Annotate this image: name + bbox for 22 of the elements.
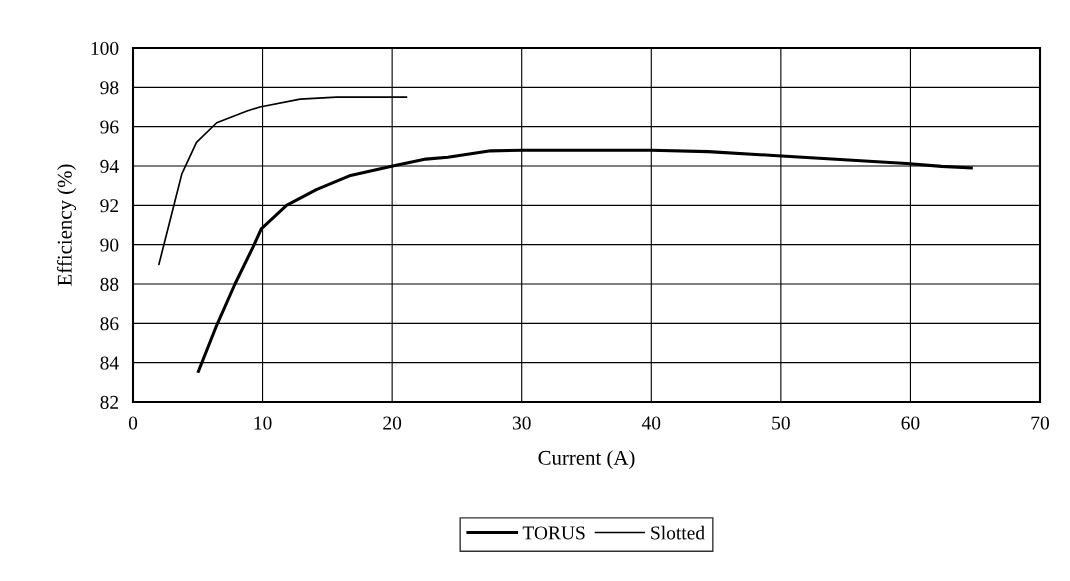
y-axis-title: Efficiency (%): [56, 164, 77, 286]
x-tick-label: 50: [772, 416, 790, 430]
x-tick-label: 60: [901, 416, 920, 430]
y-tick-label: 82: [100, 395, 119, 409]
x-axis-title: Current (A): [538, 450, 635, 470]
x-tick-label: 40: [641, 416, 661, 430]
y-tick-label: 96: [100, 120, 119, 134]
y-tick-label: 88: [100, 277, 119, 291]
y-tick-label: 90: [100, 238, 119, 252]
y-tick-label: 86: [100, 317, 119, 331]
legend-label: TORUS: [522, 526, 585, 540]
y-tick-label: 92: [100, 199, 119, 213]
y-tick-label: 100: [91, 41, 119, 55]
x-tick-label: 20: [383, 416, 402, 430]
legend-label: Slotted: [651, 525, 705, 540]
x-tick-label: 0: [128, 416, 138, 430]
x-tick-label: 70: [1031, 416, 1049, 430]
y-tick-label: 84: [100, 356, 119, 370]
y-tick-label: 94: [100, 159, 119, 173]
x-tick-label: 30: [512, 416, 531, 430]
y-tick-label: 98: [100, 81, 119, 95]
x-tick-label: 10: [254, 416, 272, 430]
